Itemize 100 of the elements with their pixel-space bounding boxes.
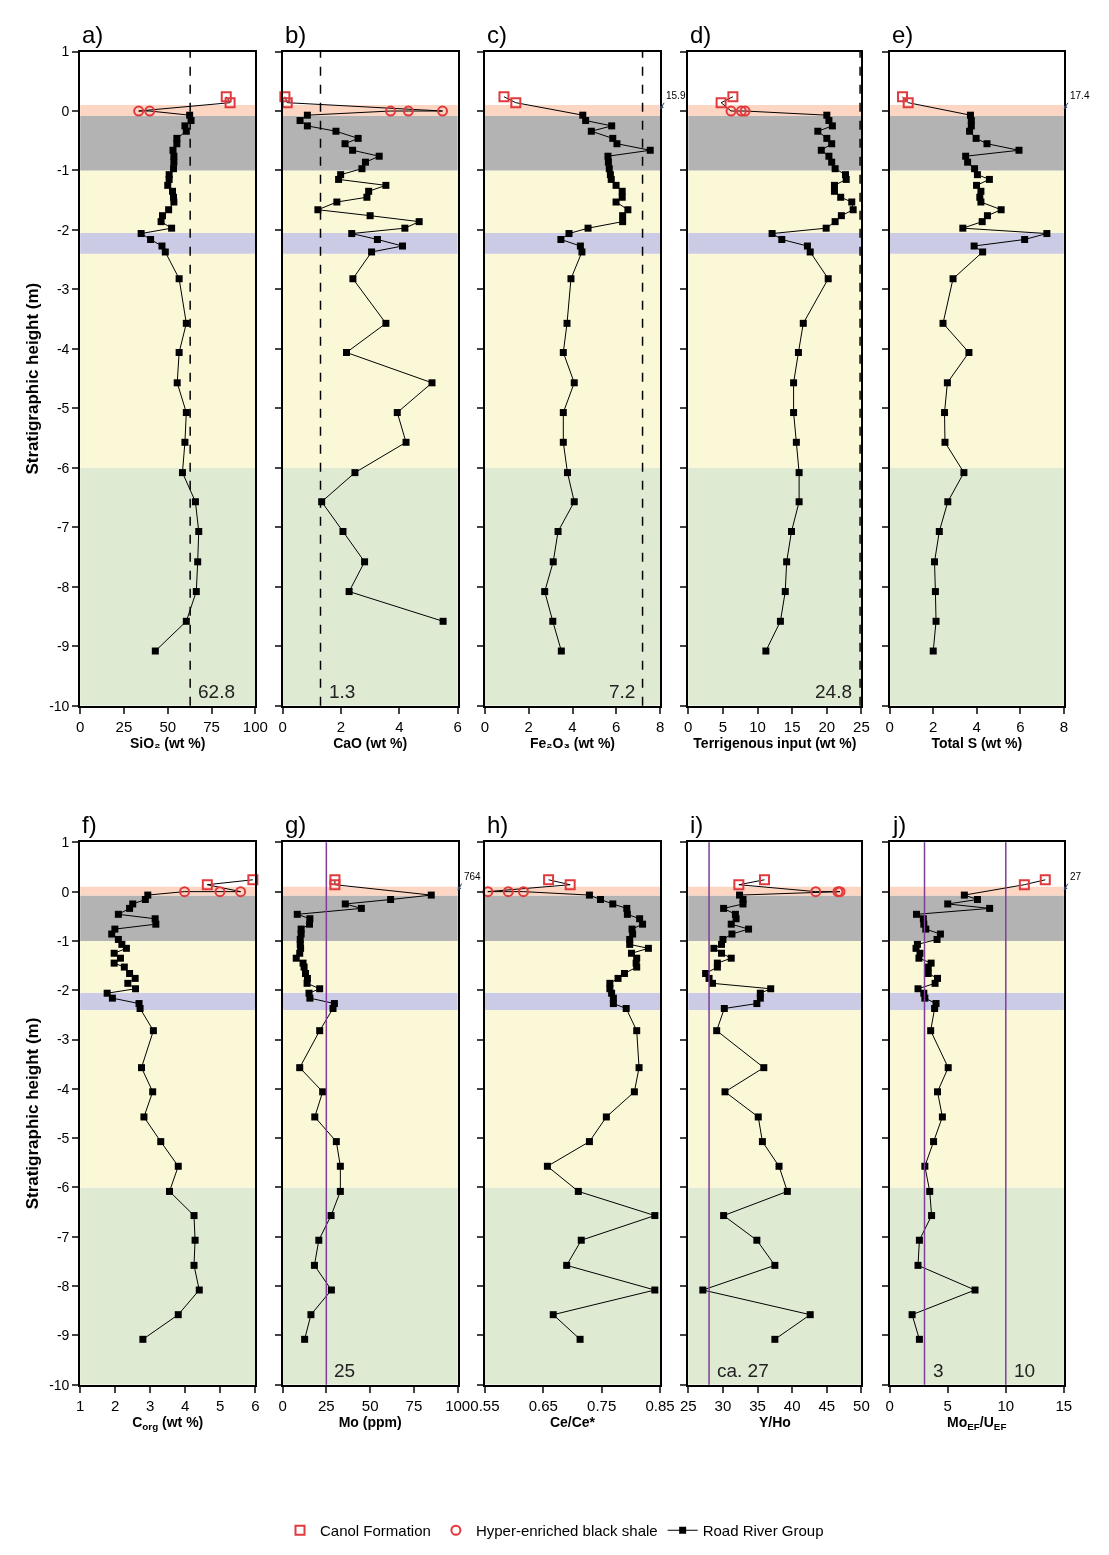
x-tick-label: 5 (718, 717, 728, 735)
x-tick-label: 0.55 (470, 1396, 500, 1414)
y-tick-label: -2 (56, 221, 70, 238)
x-tick-label: 3 (146, 1396, 155, 1414)
legend-label: Hyper-enriched black shale (475, 1522, 658, 1540)
x-tick-label: 0.85 (645, 1396, 675, 1414)
x-tick-label: 6 (453, 717, 462, 735)
legend-label: Canol Formation (320, 1522, 431, 1540)
y-tick-label: -8 (56, 578, 70, 595)
y-axis-title: Stratigraphic height (m) (23, 282, 43, 475)
y-tick-label: -3 (56, 281, 70, 298)
x-tick-label: 0 (684, 717, 693, 735)
y-tick-label: -10 (49, 1376, 70, 1393)
x-axis-title: Mo (ppm) (338, 1413, 402, 1430)
chart-title: b) (285, 21, 307, 48)
x-tick-label: 1 (76, 1396, 85, 1414)
x-tick-label: 50 (361, 1396, 379, 1414)
x-tick-label: 8 (655, 717, 665, 735)
y-tick-label: -1 (56, 932, 70, 949)
x-tick-label: 0 (76, 717, 85, 735)
x-tick-label: 10 (997, 1396, 1015, 1414)
x-tick-label: 10 (749, 717, 766, 735)
x-tick-label: 5 (216, 1396, 225, 1414)
x-tick-label: 100 (242, 717, 268, 735)
x-axis-title: Total S (wt %) (931, 734, 1023, 751)
y-tick-label: -10 (49, 697, 70, 714)
legend-label: Road River Group (702, 1522, 824, 1540)
annotation: 15.9 (666, 90, 686, 101)
x-tick-label: 0 (278, 717, 287, 735)
y-tick-label: -7 (56, 1228, 70, 1245)
y-tick-label: -4 (56, 1080, 70, 1097)
x-tick-label: 50 (159, 717, 177, 735)
chart-title: a) (82, 21, 104, 48)
y-tick-label: -4 (56, 340, 70, 357)
chart-title: d) (690, 21, 712, 48)
y-tick-label: 1 (61, 834, 70, 851)
y-tick-label: -1 (56, 162, 70, 179)
x-tick-label: 4 (568, 717, 577, 735)
ref-line-label: 7.2 (609, 681, 636, 702)
x-tick-label: 4 (972, 717, 981, 735)
ref-line-label: 62.8 (198, 681, 235, 702)
annotation: 17.4 (1070, 90, 1090, 101)
y-tick-label: -6 (56, 1179, 70, 1196)
x-tick-label: 5 (943, 1396, 952, 1414)
x-tick-label: 20 (818, 717, 836, 735)
ref-line-label: 3 (933, 1360, 944, 1381)
y-tick-label: -8 (56, 1277, 70, 1294)
x-tick-label: 8 (1059, 717, 1069, 735)
x-tick-label: 45 (818, 1396, 836, 1414)
x-tick-label: 35 (749, 1396, 766, 1414)
chart-title: c) (487, 21, 507, 48)
ref-line-label: 24.8 (815, 681, 852, 702)
x-axis-title: Terrigenous input (wt %) (693, 734, 857, 751)
y-tick-label: -6 (56, 459, 70, 476)
x-tick-label: 4 (395, 717, 404, 735)
x-tick-label: 0 (278, 1396, 287, 1414)
x-tick-label: 25 (679, 1396, 697, 1414)
y-tick-label: 0 (61, 102, 70, 119)
chart-title: i) (690, 811, 704, 838)
ref-line-label: ca. 27 (717, 1360, 769, 1381)
y-tick-label: -7 (56, 519, 70, 536)
x-axis-title: Fe₂O₃ (wt %) (529, 734, 616, 751)
x-tick-label: 15 (783, 717, 801, 735)
x-tick-label: 30 (714, 1396, 732, 1414)
x-tick-label: 0 (885, 717, 894, 735)
y-tick-label: -9 (56, 1327, 70, 1344)
ref-line-label: 10 (1014, 1360, 1036, 1381)
x-tick-label: 4 (181, 1396, 190, 1414)
x-tick-label: 2 (111, 1396, 120, 1414)
x-tick-label: 25 (318, 1396, 335, 1414)
x-axis-title: Y/Ho (758, 1413, 791, 1430)
y-tick-label: -9 (56, 638, 70, 655)
x-axis-title: CaO (wt %) (333, 734, 408, 751)
chart-title: e) (892, 21, 914, 48)
chart-title: f) (82, 811, 97, 838)
x-tick-label: 0.65 (528, 1396, 558, 1414)
x-tick-label: 15 (1055, 1396, 1073, 1414)
x-tick-label: 2 (336, 717, 346, 735)
x-tick-label: 2 (524, 717, 533, 735)
chart-title: j) (892, 811, 907, 838)
x-tick-label: 100 (445, 1396, 471, 1414)
x-tick-label: 40 (783, 1396, 801, 1414)
x-tick-label: 25 (115, 717, 133, 735)
ref-line-label: 1.3 (329, 681, 356, 702)
x-tick-label: 25 (853, 717, 870, 735)
x-tick-label: 75 (203, 717, 220, 735)
x-tick-label: 75 (405, 1396, 423, 1414)
y-tick-label: -5 (56, 1130, 70, 1147)
x-axis-title: C$_{org}$ (wt %) (132, 1413, 204, 1432)
x-tick-label: 0.75 (587, 1396, 617, 1414)
annotation: 764 (464, 871, 482, 882)
x-tick-label: 50 (853, 1396, 870, 1414)
y-tick-label: -2 (56, 982, 70, 999)
x-tick-label: 6 (251, 1396, 260, 1414)
chart-title: g) (285, 811, 307, 838)
y-tick-label: 0 (61, 883, 70, 900)
y-axis-title: Stratigraphic height (m) (23, 1017, 43, 1210)
x-tick-label: 0 (885, 1396, 894, 1414)
x-tick-label: 6 (612, 717, 621, 735)
ref-line-label: 25 (334, 1360, 356, 1381)
